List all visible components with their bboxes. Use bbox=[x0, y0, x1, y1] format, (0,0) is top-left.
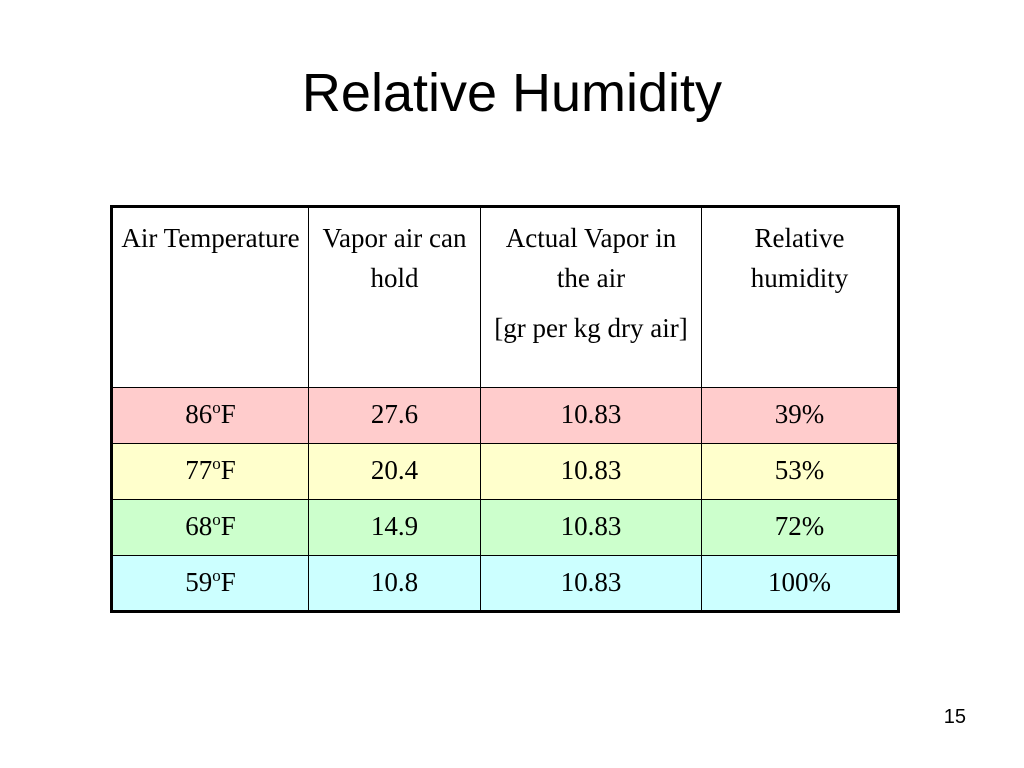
header-text: [gr per kg dry air] bbox=[494, 313, 688, 343]
header-text: Air Temperature bbox=[121, 223, 300, 253]
table-cell: 72% bbox=[701, 499, 899, 556]
header-cell: Relative humidity bbox=[701, 206, 899, 388]
degree-sign: o bbox=[212, 566, 221, 585]
table-cell: 27.6 bbox=[308, 387, 481, 444]
table-row: 59oF 10.8 10.83 100% bbox=[111, 555, 899, 612]
humidity-table: Air Temperature Vapor air can hold Actual … bbox=[110, 205, 900, 613]
table-row: 77oF 20.4 10.83 53% bbox=[111, 443, 899, 500]
header-text: Relative humidity bbox=[750, 223, 849, 293]
cell-text: 72% bbox=[774, 511, 825, 541]
temperature-number: 86 bbox=[185, 399, 213, 429]
table-cell: 68oF bbox=[111, 499, 309, 556]
degree-sign: o bbox=[212, 398, 221, 417]
header-cell: Actual Vapor in the air [gr per kg dry ai… bbox=[480, 206, 702, 388]
table-cell: 100% bbox=[701, 555, 899, 612]
table-cell: 14.9 bbox=[308, 499, 481, 556]
cell-text: 14.9 bbox=[370, 511, 419, 541]
table-row: 86oF 27.6 10.83 39% bbox=[111, 387, 899, 444]
cell-text: 53% bbox=[774, 455, 825, 485]
header-text: Actual Vapor in the air bbox=[505, 223, 677, 293]
table-cell: 10.83 bbox=[480, 499, 702, 556]
slide-title: Relative Humidity bbox=[301, 63, 723, 123]
temperature-unit: F bbox=[220, 455, 236, 485]
cell-text: 10.8 bbox=[370, 567, 419, 597]
table-cell: 10.83 bbox=[480, 443, 702, 500]
cell-text: 10.83 bbox=[560, 399, 622, 429]
table-cell: 10.83 bbox=[480, 387, 702, 444]
temperature-unit: F bbox=[220, 567, 236, 597]
header-cell: Vapor air can hold bbox=[308, 206, 481, 388]
header-cell: Air Temperature bbox=[111, 206, 309, 388]
degree-sign: o bbox=[212, 510, 221, 529]
table-cell: 77oF bbox=[111, 443, 309, 500]
temperature-unit: F bbox=[220, 511, 236, 541]
table-cell: 86oF bbox=[111, 387, 309, 444]
cell-text: 27.6 bbox=[370, 399, 419, 429]
temperature-unit: F bbox=[220, 399, 236, 429]
table-cell: 59oF bbox=[111, 555, 309, 612]
cell-text: 20.4 bbox=[370, 455, 419, 485]
table-row: 68oF 14.9 10.83 72% bbox=[111, 499, 899, 556]
degree-sign: o bbox=[212, 454, 221, 473]
table-cell: 39% bbox=[701, 387, 899, 444]
table-cell: 10.83 bbox=[480, 555, 702, 612]
header-row: Air Temperature Vapor air can hold Actual … bbox=[111, 206, 899, 388]
temperature-number: 77 bbox=[185, 455, 213, 485]
cell-text: 100% bbox=[768, 567, 831, 597]
temperature-number: 68 bbox=[185, 511, 213, 541]
temperature-number: 59 bbox=[185, 567, 213, 597]
cell-text: 39% bbox=[774, 399, 825, 429]
table-cell: 10.8 bbox=[308, 555, 481, 612]
page-number: 15 bbox=[943, 706, 966, 728]
cell-text: 10.83 bbox=[560, 567, 622, 597]
header-text: Vapor air can hold bbox=[322, 223, 467, 293]
cell-text: 10.83 bbox=[560, 511, 622, 541]
table-cell: 53% bbox=[701, 443, 899, 500]
table-cell: 20.4 bbox=[308, 443, 481, 500]
cell-text: 10.83 bbox=[560, 455, 622, 485]
